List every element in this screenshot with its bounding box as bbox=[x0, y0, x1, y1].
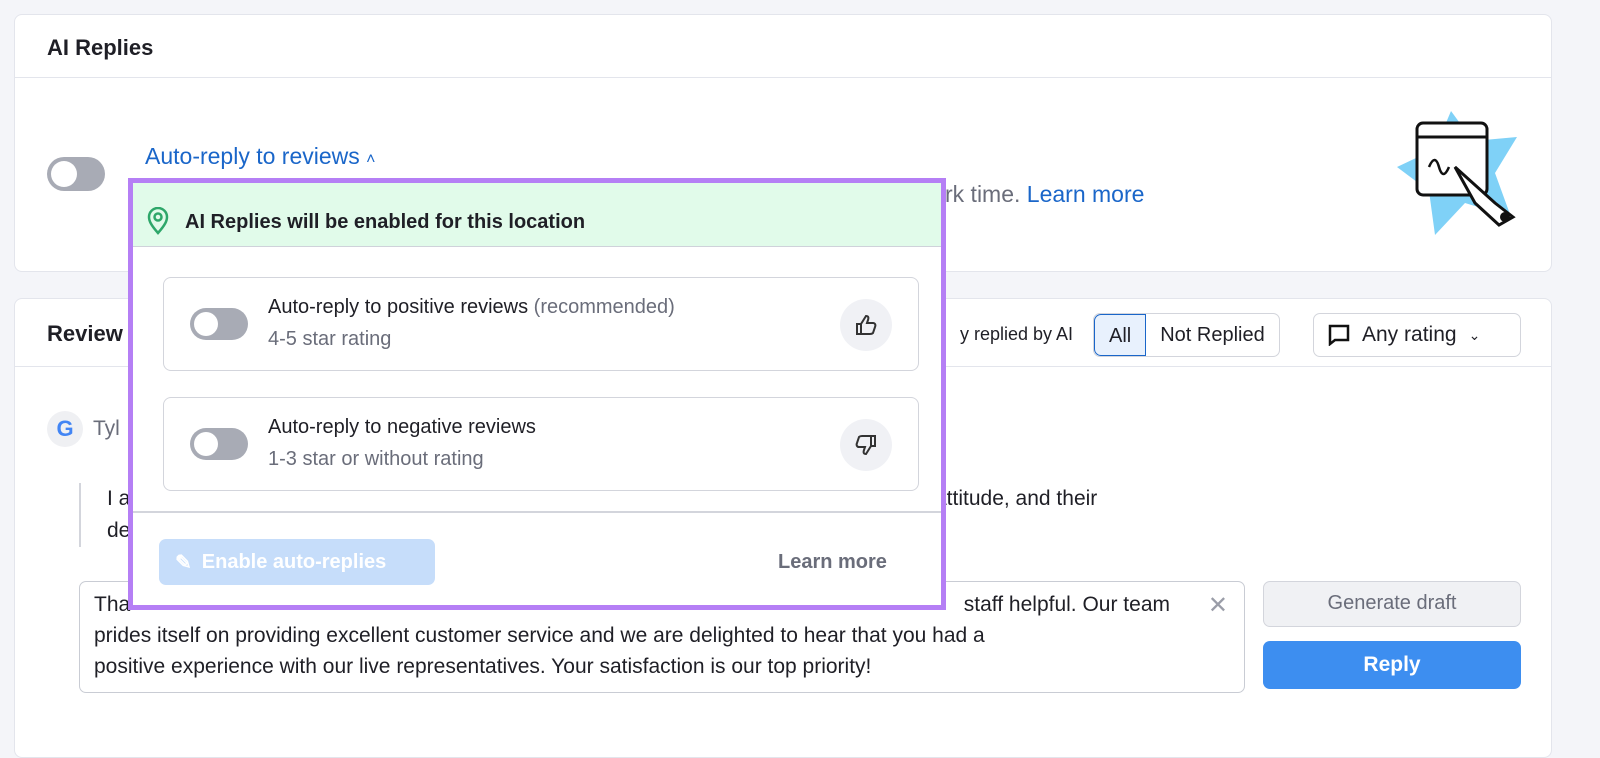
generate-draft-button[interactable]: Generate draft bbox=[1263, 581, 1521, 627]
location-pin-icon bbox=[147, 207, 169, 235]
segment-not-replied[interactable]: Not Replied bbox=[1160, 324, 1265, 346]
divider bbox=[15, 77, 1551, 78]
ai-replies-description: rk time. Learn more bbox=[945, 181, 1145, 207]
chevron-up-icon: ˄ bbox=[366, 151, 376, 168]
review-author: Tyl bbox=[93, 417, 120, 440]
review-text: de bbox=[107, 519, 131, 542]
enable-auto-replies-button[interactable]: ✎ Enable auto-replies bbox=[159, 539, 435, 585]
review-text: attitude, and their bbox=[935, 487, 1098, 510]
positive-reviews-toggle[interactable] bbox=[190, 308, 248, 340]
review-text: I a bbox=[107, 487, 131, 510]
auto-reply-dropdown[interactable]: Auto-reply to reviews ˄ bbox=[145, 143, 376, 169]
reply-textarea[interactable]: Tha staff helpful. Our team prides itself… bbox=[79, 581, 1245, 693]
replied-by-ai-filter[interactable]: y replied by AI bbox=[960, 324, 1074, 344]
illustration-icon bbox=[1397, 111, 1517, 235]
auto-reply-popup: AI Replies will be enabled for this loca… bbox=[128, 178, 946, 610]
positive-reviews-option: Auto-reply to positive reviews (recommen… bbox=[163, 277, 919, 371]
divider bbox=[133, 511, 941, 513]
clear-icon[interactable]: ✕ bbox=[1207, 592, 1228, 619]
enabled-banner: AI Replies will be enabled for this loca… bbox=[133, 183, 941, 247]
thumbs-up-icon bbox=[840, 299, 892, 351]
reviews-title: Review bbox=[47, 321, 123, 346]
chevron-down-icon: ⌄ bbox=[1468, 326, 1481, 343]
ai-replies-toggle[interactable] bbox=[47, 157, 105, 191]
google-avatar: G bbox=[47, 411, 83, 447]
negative-reviews-toggle[interactable] bbox=[190, 428, 248, 460]
ai-replies-title: AI Replies bbox=[47, 35, 154, 60]
magic-wand-icon: ✎ bbox=[175, 551, 192, 574]
quote-bar bbox=[79, 483, 81, 547]
reply-status-segments: All Not Replied bbox=[1093, 313, 1280, 357]
thumbs-down-icon bbox=[840, 419, 892, 471]
reply-button[interactable]: Reply bbox=[1263, 641, 1521, 689]
comment-icon bbox=[1328, 324, 1350, 346]
popup-learn-more-link[interactable]: Learn more bbox=[778, 551, 887, 573]
banner-text: AI Replies will be enabled for this loca… bbox=[185, 211, 586, 233]
segment-all[interactable]: All bbox=[1094, 314, 1147, 356]
negative-reviews-option: Auto-reply to negative reviews 1-3 star … bbox=[163, 397, 919, 491]
rating-dropdown[interactable]: Any rating ⌄ bbox=[1313, 313, 1521, 357]
learn-more-link[interactable]: Learn more bbox=[1026, 181, 1145, 207]
